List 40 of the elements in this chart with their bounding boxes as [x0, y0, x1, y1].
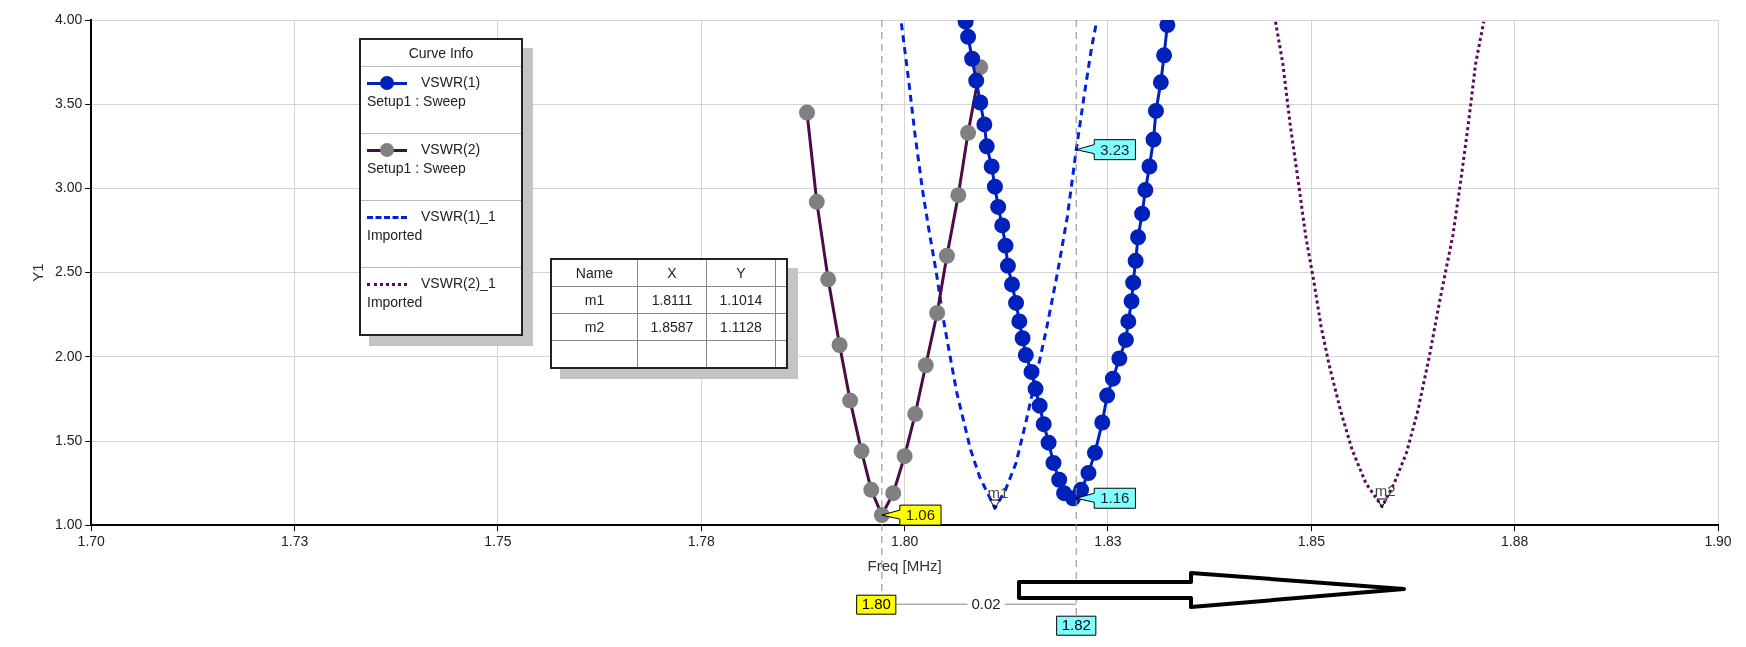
- x-tick-label: 1.90: [1704, 533, 1732, 550]
- x-tick-label: 1.85: [1297, 533, 1326, 550]
- y-tick-label: 3.00: [55, 179, 83, 196]
- legend-label: VSWR(2)_1 Imported: [367, 275, 496, 310]
- annotation: m1: [987, 484, 1009, 501]
- annotation: 1.1014: [706, 286, 776, 314]
- x-tick-label: 1.75: [484, 533, 512, 550]
- legend-label: VSWR(1)_1 Imported: [367, 208, 496, 243]
- annotation: m2: [1374, 482, 1396, 500]
- annotation: m1: [551, 286, 638, 314]
- annotation: 3.23: [1100, 140, 1130, 158]
- x-tick-label: 1.70: [77, 533, 106, 550]
- annotation: 1.16: [1100, 489, 1130, 507]
- annotation: X: [637, 259, 707, 287]
- x-tick-label: 1.80: [891, 533, 919, 550]
- x-tick-label: 1.78: [687, 533, 716, 550]
- x-axis-title: Freq [MHz]: [867, 557, 942, 575]
- annotation: 1.8111: [637, 286, 707, 314]
- legend-label: VSWR(1) Setup1 : Sweep: [367, 74, 481, 109]
- annotation: 1.06: [905, 506, 936, 524]
- text: 0.02: [971, 595, 1001, 613]
- ref-line-label: 1.80: [861, 595, 891, 613]
- x-tick-label: 1.88: [1501, 533, 1529, 550]
- y-tick-label: 3.50: [55, 95, 83, 112]
- annotation: Name: [551, 259, 638, 287]
- y-tick-label: 1.50: [55, 431, 83, 448]
- x-tick-label: 1.73: [280, 533, 309, 550]
- annotation: 1.8587: [637, 313, 707, 341]
- y-tick-label: 1.00: [55, 516, 83, 533]
- annotation: m2: [551, 313, 638, 341]
- legend-label: VSWR(2) Setup1 : Sweep: [367, 141, 481, 176]
- legend-title: Curve Info: [361, 40, 521, 67]
- ref-line-label: 1.82: [1061, 616, 1091, 634]
- y-tick-label: 2.50: [55, 263, 83, 280]
- y-tick-label: 4.00: [55, 10, 83, 27]
- x-tick-label: 1.83: [1094, 533, 1122, 550]
- annotation: Y: [706, 259, 776, 287]
- annotation: 1.1128: [706, 313, 776, 341]
- y-tick-label: 2.00: [55, 347, 83, 364]
- y-axis-title: Y1: [29, 263, 47, 282]
